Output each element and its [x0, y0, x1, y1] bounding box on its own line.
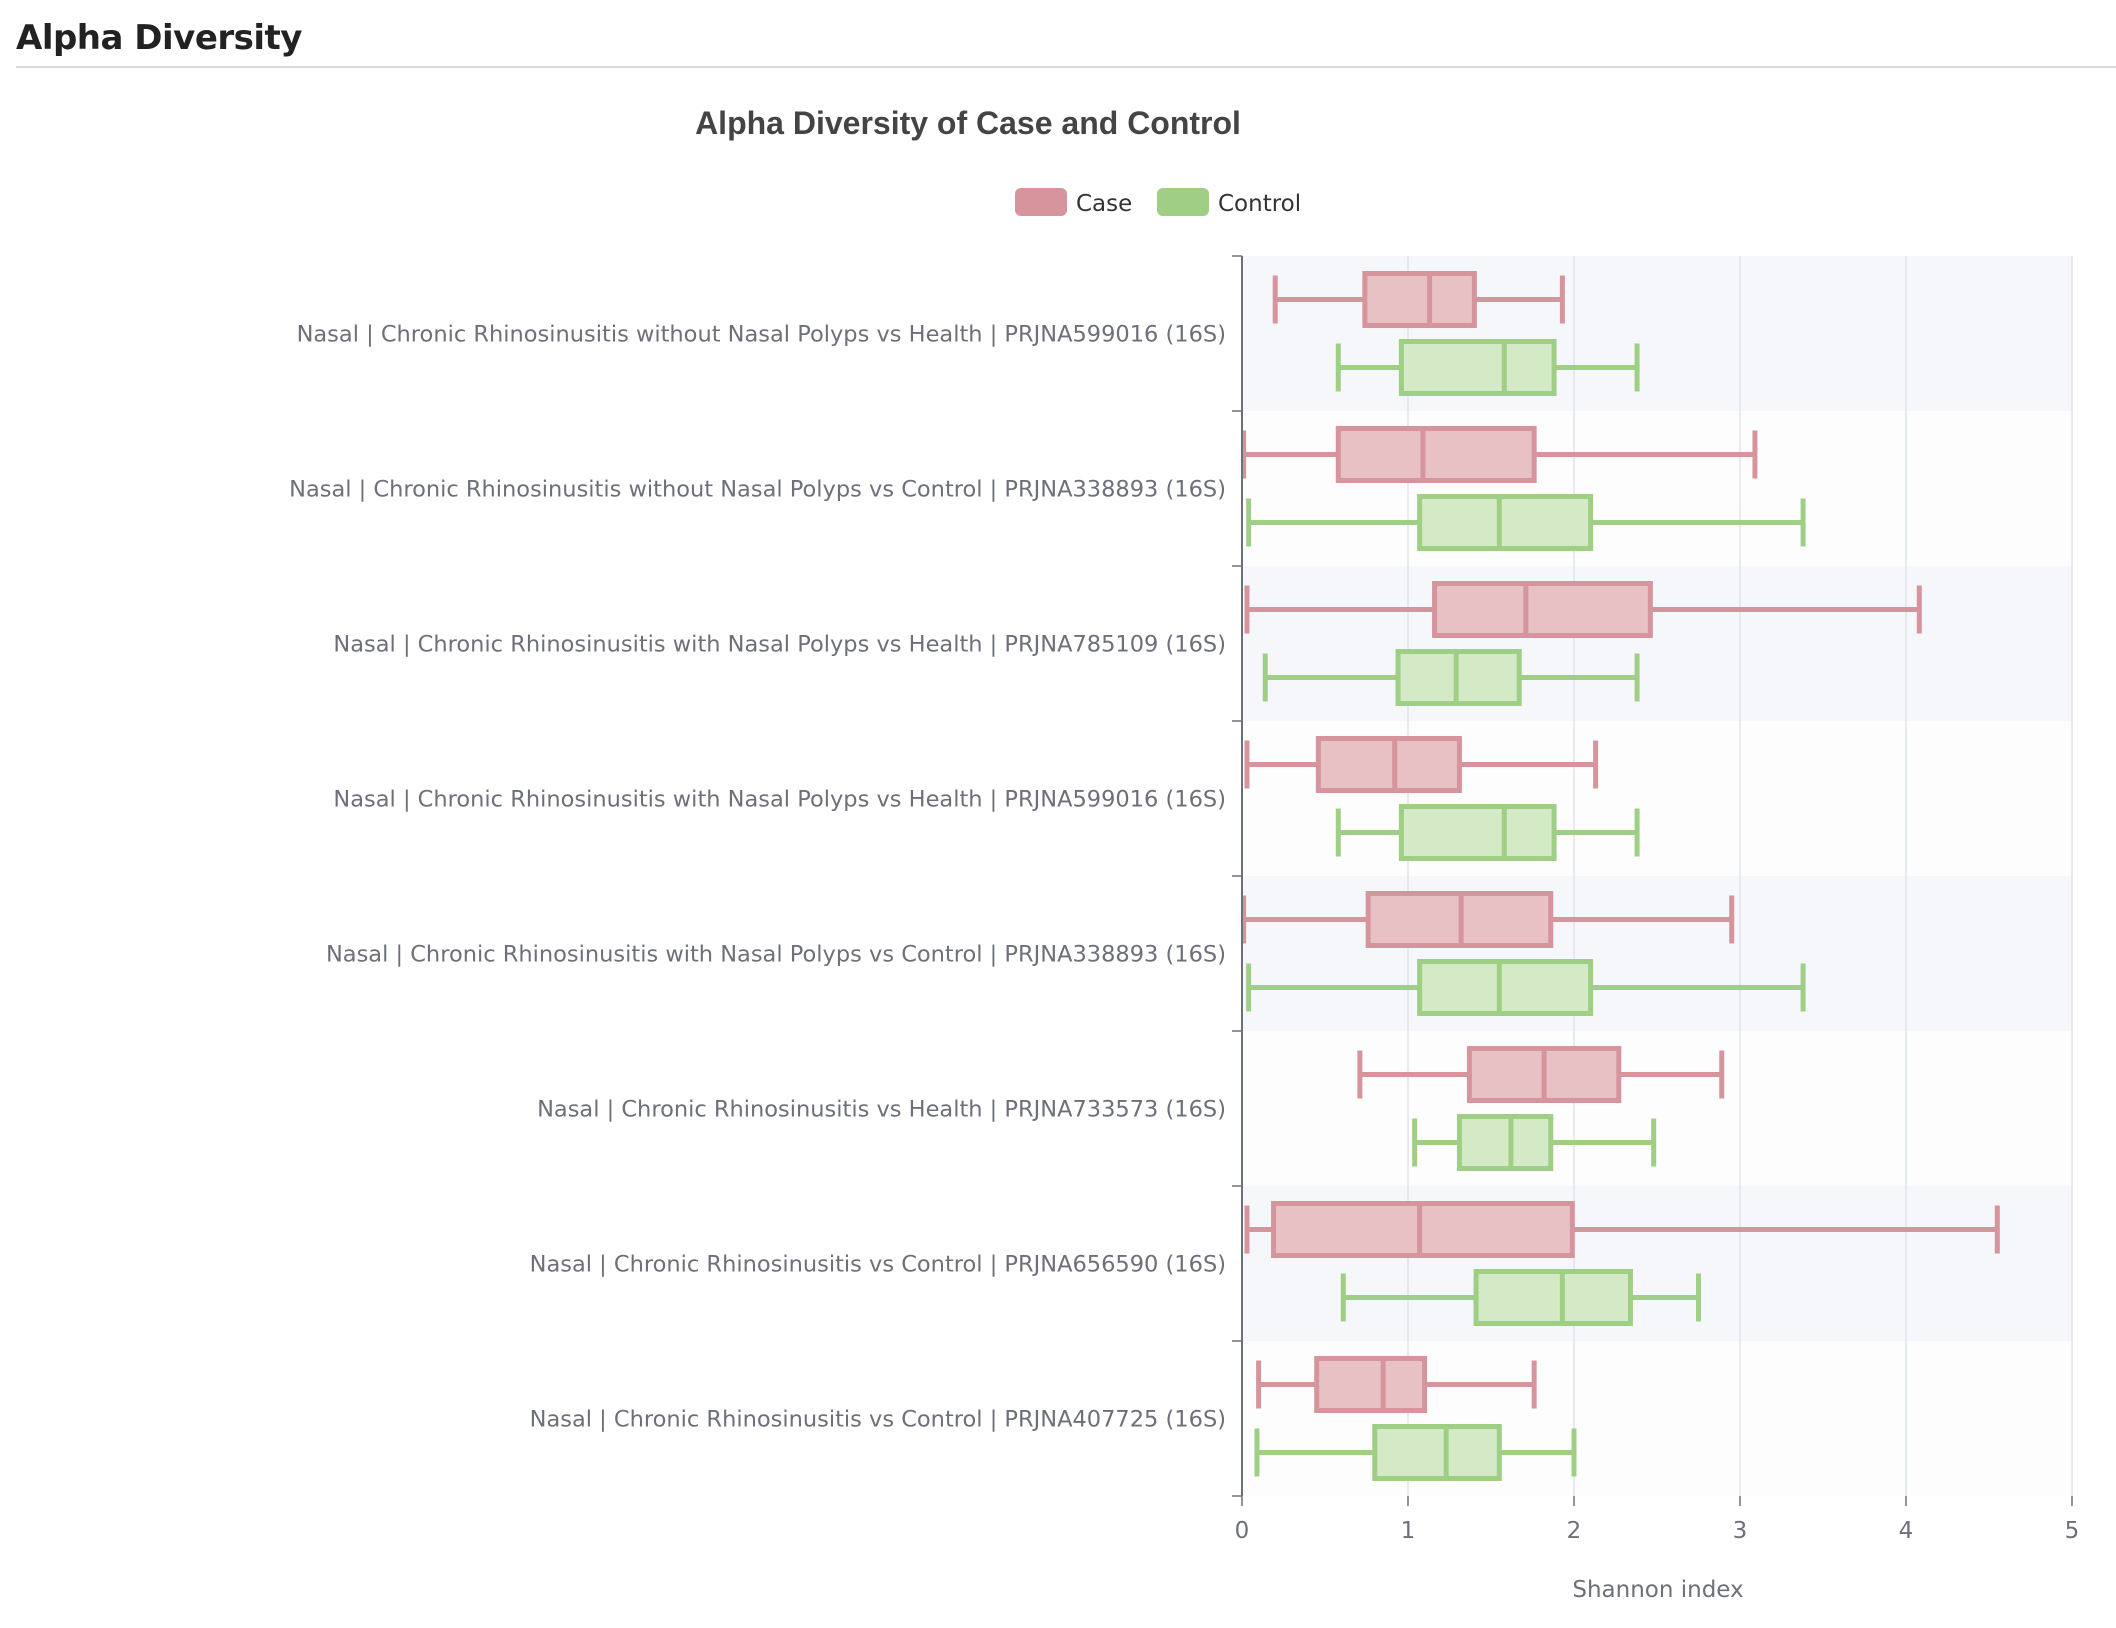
box-body — [1473, 1269, 1633, 1326]
y-tick-label: Nasal | Chronic Rhinosinusitis with Nasa… — [333, 632, 1226, 658]
box-body — [1417, 959, 1594, 1016]
y-tick-label: Nasal | Chronic Rhinosinusitis with Nasa… — [333, 787, 1226, 813]
legend-swatch-control — [1157, 188, 1209, 216]
axes — [1232, 255, 2073, 1506]
box-control — [1412, 1114, 1657, 1171]
y-tick-label: Nasal | Chronic Rhinosinusitis vs Contro… — [530, 1407, 1226, 1433]
box-case — [1244, 736, 1599, 793]
box-control — [1246, 494, 1806, 551]
box-control — [1254, 1424, 1577, 1481]
y-tick-label: Nasal | Chronic Rhinosinusitis vs Contro… — [530, 1252, 1226, 1278]
legend-swatch-case — [1015, 188, 1067, 216]
box-body — [1417, 494, 1594, 551]
y-tick-label: Nasal | Chronic Rhinosinusitis vs Health… — [537, 1097, 1226, 1123]
box-case — [1357, 1046, 1725, 1103]
category-band — [1242, 566, 2072, 721]
box-case — [1244, 1201, 2000, 1258]
legend-item-case[interactable]: Case — [1015, 188, 1132, 217]
x-tick-label: 1 — [1401, 1518, 1416, 1544]
box-body — [1432, 581, 1653, 638]
x-tick-label: 0 — [1235, 1518, 1250, 1544]
y-tick-label: Nasal | Chronic Rhinosinusitis without N… — [289, 477, 1226, 503]
x-tick-label: 5 — [2065, 1518, 2080, 1544]
legend-label-control: Control — [1218, 191, 1301, 217]
box-body — [1315, 736, 1462, 793]
box-body — [1398, 339, 1557, 396]
box-body — [1335, 426, 1537, 483]
box-body — [1314, 1356, 1428, 1413]
box-control — [1335, 339, 1640, 396]
box-case — [1241, 426, 1758, 483]
box-body — [1456, 1114, 1554, 1171]
x-axis-title: Shannon index — [1572, 1577, 1743, 1603]
box-control — [1340, 1269, 1701, 1326]
box-case — [1244, 581, 1922, 638]
box-body — [1271, 1201, 1575, 1258]
box-control — [1335, 804, 1640, 861]
box-body — [1362, 271, 1477, 328]
box-control — [1246, 959, 1806, 1016]
chart-title: Alpha Diversity of Case and Control — [695, 105, 1241, 141]
section-header: Alpha Diversity — [16, 14, 2116, 68]
box-body — [1398, 804, 1557, 861]
axis-labels: 0 1 2 3 4 5 Nasal | Chronic Rhinosinusitis wit… — [289, 322, 2079, 1545]
legend-label-case: Case — [1076, 191, 1132, 217]
section-title: Alpha Diversity — [16, 18, 302, 58]
box-control — [1262, 649, 1640, 706]
box-body — [1372, 1424, 1502, 1481]
box-series — [1241, 271, 2000, 1481]
box-case — [1272, 271, 1565, 328]
y-tick-label: Nasal | Chronic Rhinosinusitis without N… — [297, 322, 1226, 348]
legend-item-control[interactable]: Control — [1157, 188, 1301, 217]
box-case — [1256, 1356, 1537, 1413]
box-case — [1241, 891, 1735, 948]
category-band — [1242, 1031, 2072, 1186]
x-tick-label: 4 — [1899, 1518, 1914, 1544]
y-tick-label: Nasal | Chronic Rhinosinusitis with Nasa… — [326, 942, 1226, 968]
x-tick-label: 3 — [1733, 1518, 1748, 1544]
legend[interactable]: Case Control — [1015, 188, 1301, 217]
x-tick-label: 2 — [1567, 1518, 1582, 1544]
